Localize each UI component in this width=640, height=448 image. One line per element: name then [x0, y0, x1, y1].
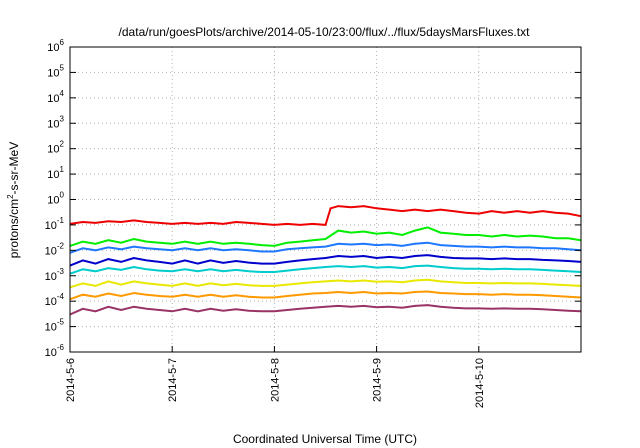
x-tick-label: 2014-5-8 — [269, 358, 281, 402]
y-tick-base: 10 — [45, 322, 57, 334]
series-line-4 — [69, 254, 582, 267]
y-tick-exponent: 0 — [60, 191, 65, 200]
y-tick-label: 10-5 — [45, 318, 65, 334]
x-tick-label: 2014-5-10 — [474, 358, 486, 408]
y-tick-exponent: 3 — [60, 114, 65, 123]
x-axis-ticks: 2014-5-6 2014-5-7 2014-5-8 2014-5-9 2014-5-1… — [65, 346, 486, 408]
y-tick-base: 10 — [47, 169, 59, 181]
y-axis-label-sup: 2 — [6, 194, 15, 199]
y-axis-label-post: -s-sr-MeV — [7, 142, 21, 195]
y-tick-exponent: -3 — [57, 267, 65, 276]
x-tick-label: 2014-5-6 — [65, 358, 77, 402]
y-tick-label: 101 — [47, 165, 64, 181]
y-tick-exponent: -2 — [57, 241, 65, 250]
grid-lines — [70, 47, 581, 352]
y-tick-base: 10 — [47, 144, 59, 156]
y-tick-exponent: 1 — [60, 165, 65, 174]
y-tick-base: 10 — [45, 220, 57, 232]
y-tick-base: 10 — [47, 42, 59, 54]
chart-title: /data/run/goesPlots/archive/2014-05-10/2… — [119, 25, 531, 39]
y-tick-base: 10 — [45, 271, 57, 283]
series-line-2 — [69, 226, 582, 247]
series-line-7 — [69, 290, 582, 301]
y-tick-label: 100 — [47, 191, 64, 207]
y-tick-base: 10 — [47, 93, 59, 105]
y-tick-label: 10-4 — [45, 292, 65, 308]
y-tick-exponent: -4 — [57, 292, 65, 301]
y-tick-label: 10-2 — [45, 241, 65, 257]
y-tick-exponent: 4 — [60, 89, 65, 98]
x-tick-label: 2014-5-7 — [167, 358, 179, 402]
y-tick-label: 10-3 — [45, 267, 65, 283]
y-tick-label: 103 — [47, 114, 64, 130]
y-tick-label: 10-1 — [45, 216, 65, 232]
y-tick-exponent: -5 — [57, 318, 65, 327]
series-line-1 — [69, 205, 582, 226]
y-tick-exponent: 5 — [60, 63, 65, 72]
series-line-3 — [69, 241, 582, 254]
y-tick-base: 10 — [47, 195, 59, 207]
y-tick-base: 10 — [45, 296, 57, 308]
y-tick-label: 105 — [47, 63, 64, 79]
y-tick-exponent: -1 — [57, 216, 65, 225]
y-tick-base: 10 — [47, 118, 59, 130]
y-tick-label: 104 — [47, 89, 64, 105]
y-tick-exponent: 2 — [60, 140, 65, 149]
y-tick-label: 102 — [47, 140, 64, 156]
y-axis-label: protons/cm2-s-sr-MeV — [6, 142, 21, 258]
y-tick-base: 10 — [45, 347, 57, 359]
series-line-8 — [69, 304, 582, 316]
y-axis-label-pre: protons/cm — [7, 199, 21, 258]
series-line-5 — [69, 264, 582, 275]
y-tick-label: 106 — [47, 38, 64, 54]
y-tick-exponent: -6 — [57, 343, 65, 352]
series-layer — [69, 205, 582, 316]
y-tick-label: 10-6 — [45, 343, 65, 359]
x-axis-label: Coordinated Universal Time (UTC) — [233, 432, 417, 446]
y-axis-ticks: 10-610-510-410-310-210-11001011021031041… — [45, 38, 581, 359]
x-tick-label: 2014-5-9 — [372, 358, 384, 402]
y-tick-base: 10 — [47, 67, 59, 79]
series-line-6 — [69, 278, 582, 289]
y-tick-base: 10 — [45, 245, 57, 257]
y-tick-exponent: 6 — [60, 38, 65, 47]
